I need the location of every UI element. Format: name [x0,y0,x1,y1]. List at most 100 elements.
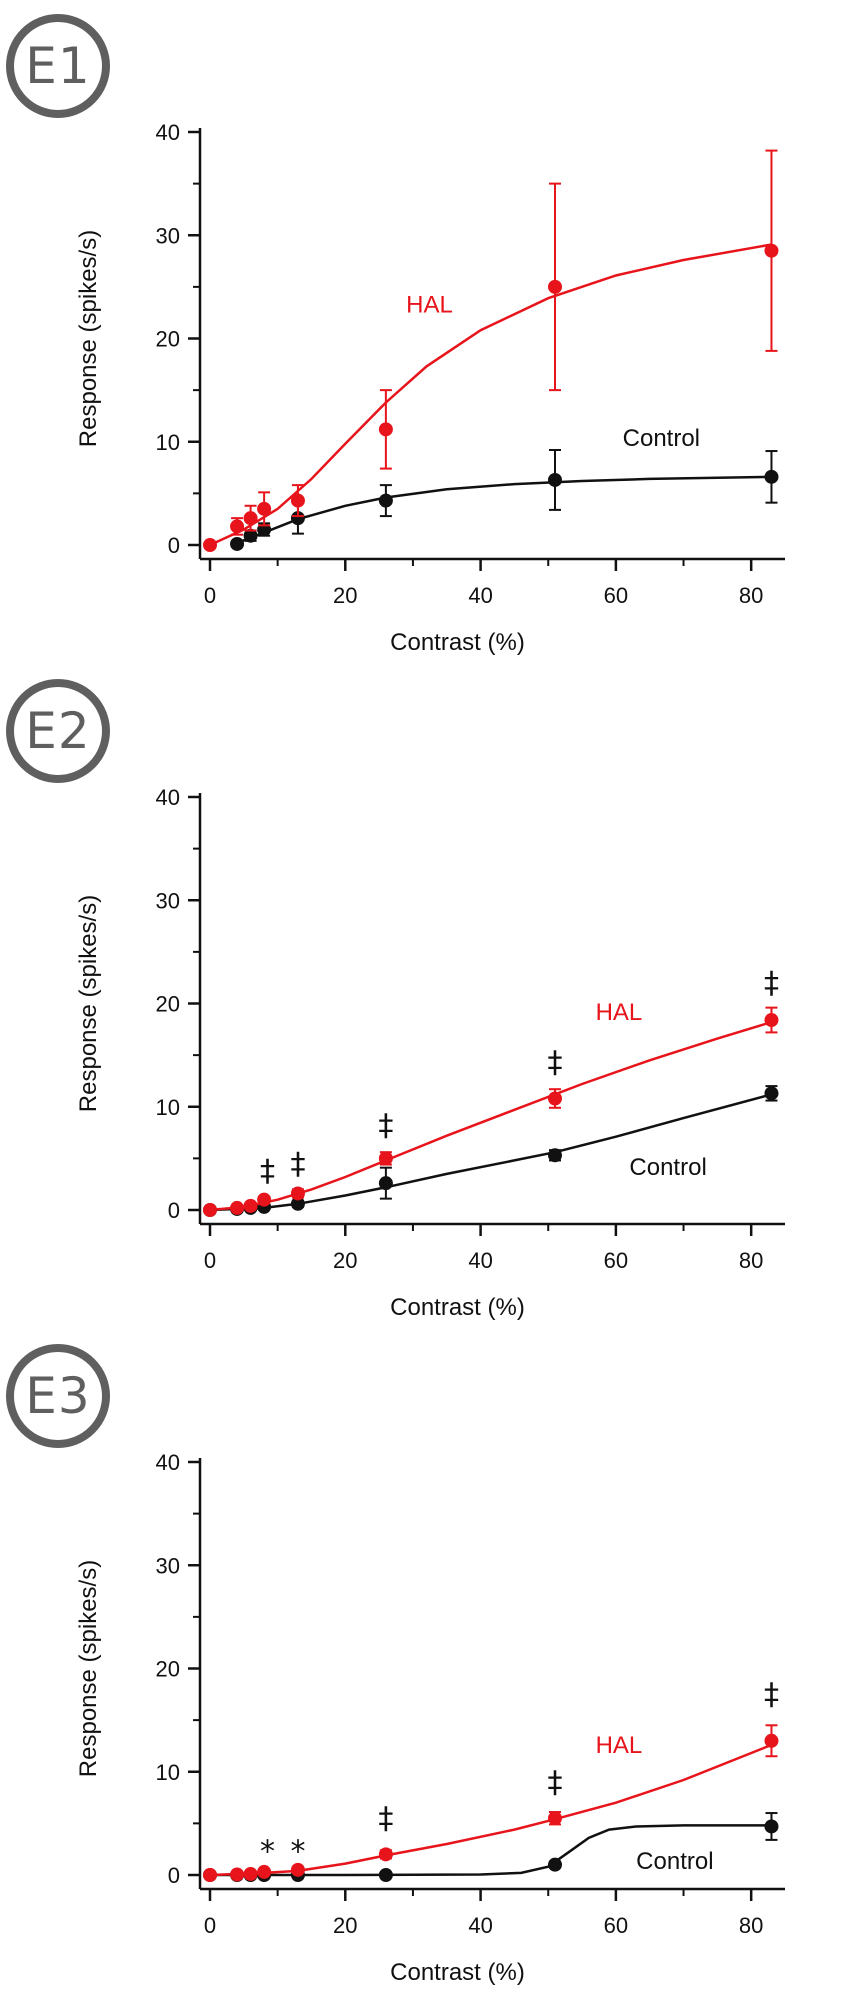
e1-control-fit-line [236,475,772,545]
e2-hal-point [230,1200,245,1215]
e3-x-tick-label-40: 40 [468,1913,492,1938]
e2-x-tick-label-40: 40 [468,1248,492,1273]
panel-badge-e3: E3 [6,1344,110,1448]
e1-hal-point [290,493,305,508]
e3-y-tick-label-30: 30 [156,1553,180,1578]
e2-hal-point [203,1203,217,1217]
e3-y-tick-label-20: 20 [156,1657,180,1682]
e3-y-tick-label-0: 0 [168,1863,180,1888]
e1-control-point [243,528,258,543]
e3-control-point [764,1819,779,1834]
e1-y-axis-title: Response (spikes/s) [75,230,102,447]
e3-y-tick-label-40: 40 [156,1450,180,1475]
e3-hal-point [548,1811,562,1826]
chart-panel-e1: E1 0 20 40 60 80 0 10 20 30 40 Contrast (%) Respons… [0,0,864,665]
e1-x-tick-label-40: 40 [468,583,492,608]
e2-control-point [764,1086,779,1101]
e3-hal-point [764,1733,779,1748]
e1-label-control: Control [623,425,700,452]
e3-hal-point [230,1867,245,1882]
e2-x-tick-label-80: 80 [739,1248,763,1273]
e2-significance-marker: ‡ [548,1046,563,1081]
e2-y-axis-title: Response (spikes/s) [75,895,102,1112]
e2-y-tick-label-0: 0 [168,1198,180,1223]
e2-y-tick-label-10: 10 [156,1095,180,1120]
e1-hal-point [378,422,393,437]
e2-x-tick-label-20: 20 [333,1248,357,1273]
chart-e2-svg: 0 20 40 60 80 0 10 20 30 40 Contrast (%) Response (… [75,785,785,1321]
e3-label-control: Control [636,1848,713,1875]
e3-x-tick-label-60: 60 [604,1913,628,1938]
e3-control-point [548,1857,562,1872]
e3-x-tick-label-0: 0 [204,1913,216,1938]
e2-control-point [378,1176,393,1191]
e3-significance-marker: * [260,1835,275,1870]
e2-y-tick-label-40: 40 [156,785,180,810]
panel-badge-e1: E1 [6,14,110,118]
e2-control-point [548,1148,562,1163]
e3-control-fit-line [210,1824,772,1877]
e2-hal-point [257,1192,272,1207]
chart-e3-svg: 0 20 40 60 80 0 10 20 30 40 Contrast (%) Response (… [75,1450,785,1986]
e1-hal-point [548,279,562,294]
e1-hal-point [243,511,258,526]
e3-significance-marker: ‡ [764,1678,779,1713]
e2-significance-marker: ‡ [290,1147,305,1182]
e2-hal-point [548,1091,562,1106]
e1-hal-point [764,243,779,258]
chart-e1-svg: 0 20 40 60 80 0 10 20 30 40 Contrast (%) Response (… [75,120,785,656]
e3-label-hal: HAL [596,1732,643,1759]
e1-control-point [230,536,245,551]
e2-significance-marker: ‡ [260,1154,275,1189]
e1-y-tick-label-0: 0 [168,533,180,558]
e1-y-tick-label-10: 10 [156,430,180,455]
e1-x-tick-label-20: 20 [333,583,357,608]
e2-hal-point [378,1151,393,1166]
e3-control-point [378,1868,393,1882]
e3-hal-point [203,1868,217,1882]
e3-x-tick-label-20: 20 [333,1913,357,1938]
e1-label-hal: HAL [406,292,453,319]
e2-control-point [290,1196,305,1211]
e2-label-hal: HAL [596,999,643,1026]
e3-hal-point [378,1847,393,1862]
chart-panel-e3: E3 0 20 40 60 80 0 10 20 30 40 Contrast (%) Respons… [0,1330,864,1995]
e3-y-tick-label-10: 10 [156,1760,180,1785]
e1-control-point [764,469,779,484]
e1-y-tick-label-30: 30 [156,223,180,248]
e1-control-point [548,472,562,487]
e1-x-axis-title: Contrast (%) [390,629,525,656]
e1-hal-point [257,501,272,516]
e2-control-fit-line [209,1093,772,1212]
e1-x-tick-label-0: 0 [204,583,216,608]
e2-y-tick-label-20: 20 [156,992,180,1017]
e3-x-tick-label-80: 80 [739,1913,763,1938]
e1-x-tick-label-80: 80 [739,583,763,608]
e3-hal-point [257,1864,272,1879]
e2-hal-point [290,1186,305,1201]
e2-x-axis-title: Contrast (%) [390,1294,525,1321]
e1-control-point [378,493,393,508]
e1-y-tick-label-20: 20 [156,327,180,352]
e3-x-axis-title: Contrast (%) [390,1959,525,1986]
e1-hal-point [230,519,245,534]
e1-y-tick-label-40: 40 [156,120,180,145]
e2-x-tick-label-0: 0 [204,1248,216,1273]
e3-significance-marker: * [290,1835,305,1870]
e3-hal-point [290,1862,305,1877]
e1-hal-fit-line [209,243,772,547]
e2-significance-marker: ‡ [378,1109,393,1144]
e2-x-tick-label-60: 60 [604,1248,628,1273]
e2-hal-fit-line [209,1020,772,1212]
e1-hal-point [203,538,217,552]
e3-hal-point [243,1866,258,1881]
e1-x-tick-label-60: 60 [604,583,628,608]
e3-hal-fit-line [209,1743,772,1877]
e3-y-axis-title: Response (spikes/s) [75,1560,102,1777]
e2-hal-point [243,1198,258,1213]
e2-significance-marker: ‡ [764,966,779,1001]
e2-y-tick-label-30: 30 [156,888,180,913]
e3-significance-marker: ‡ [548,1765,563,1800]
e2-label-control: Control [629,1154,706,1181]
panel-badge-e2: E2 [6,679,110,783]
